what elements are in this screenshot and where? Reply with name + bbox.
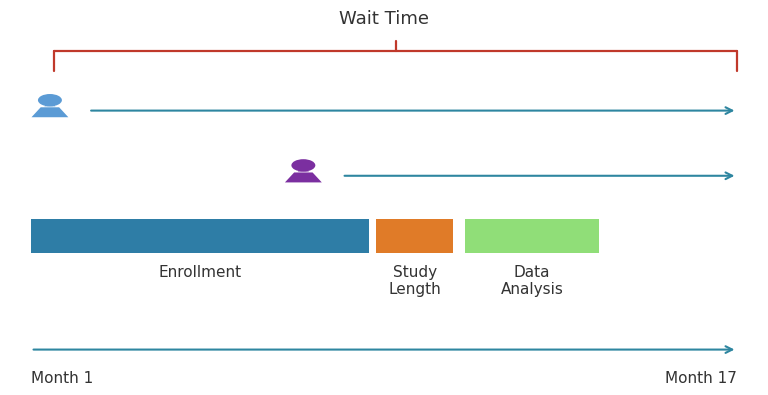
Polygon shape (45, 104, 55, 106)
Text: Enrollment: Enrollment (158, 265, 241, 280)
Polygon shape (31, 107, 68, 117)
Text: Wait Time: Wait Time (339, 10, 429, 28)
Circle shape (291, 159, 316, 171)
FancyBboxPatch shape (376, 219, 453, 253)
Text: Month 17: Month 17 (665, 371, 737, 386)
FancyBboxPatch shape (465, 219, 599, 253)
FancyBboxPatch shape (31, 219, 369, 253)
Text: Study
Length: Study Length (389, 265, 441, 297)
Text: Month 1: Month 1 (31, 371, 93, 386)
Polygon shape (285, 173, 322, 182)
Circle shape (38, 94, 62, 106)
Text: Data
Analysis: Data Analysis (501, 265, 564, 297)
Polygon shape (298, 169, 309, 171)
